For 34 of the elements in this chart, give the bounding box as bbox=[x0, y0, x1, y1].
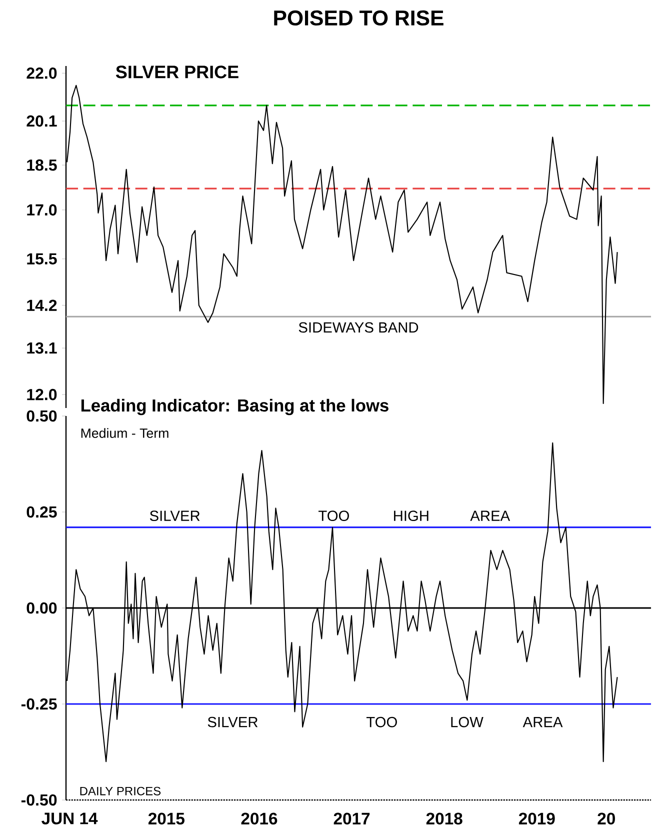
y-tick-label: 14.2 bbox=[27, 300, 57, 311]
ref-line-label: SIDEWAYS BAND bbox=[298, 322, 418, 333]
chart-title: POISED TO RISE bbox=[274, 10, 444, 26]
y-tick-label: 0.25 bbox=[26, 506, 57, 518]
x-tick-label: 2016 bbox=[241, 812, 278, 825]
y-tick-label: -0.25 bbox=[22, 698, 57, 710]
annotation: SILVER bbox=[208, 716, 258, 728]
annotation: TOO bbox=[366, 716, 398, 728]
y-tick-label: 15.5 bbox=[27, 253, 57, 264]
chart-title: Leading Indicator: Basing at the lows bbox=[82, 398, 389, 416]
y-tick-label: 0.50 bbox=[26, 410, 57, 422]
y-tick-label: 22.0 bbox=[26, 68, 57, 79]
y-tick-label: 18.5 bbox=[27, 159, 57, 171]
x-tick-label: 2019 bbox=[519, 812, 555, 825]
annotation: DAILY PRICES bbox=[80, 786, 161, 796]
y-tick-label: 12.0 bbox=[27, 388, 57, 400]
annotation: SILVER bbox=[150, 510, 200, 522]
y-tick-label: -0.50 bbox=[22, 794, 57, 806]
y-tick-label: 0.00 bbox=[26, 602, 57, 614]
x-tick-label: 20 bbox=[598, 812, 616, 825]
annotation: HIGH bbox=[394, 510, 428, 522]
y-tick-label: 20.1 bbox=[26, 115, 57, 127]
x-tick-label: 2018 bbox=[426, 812, 462, 825]
x-tick-label: 2015 bbox=[148, 812, 185, 825]
annotation: LOW bbox=[451, 716, 484, 728]
text: Medium - Term bbox=[81, 428, 168, 438]
y-tick-label: 13.1 bbox=[27, 342, 57, 354]
annotation: AREA bbox=[522, 717, 563, 728]
x-tick-label: 2017 bbox=[334, 812, 370, 825]
chart-subtitle: SILVER PRICE bbox=[116, 66, 238, 78]
annotation: TOO bbox=[318, 510, 350, 522]
y-tick-label: 17.0 bbox=[27, 204, 57, 216]
x-tick-label: JUN 14 bbox=[42, 812, 98, 824]
annotation: AREA bbox=[470, 510, 510, 521]
